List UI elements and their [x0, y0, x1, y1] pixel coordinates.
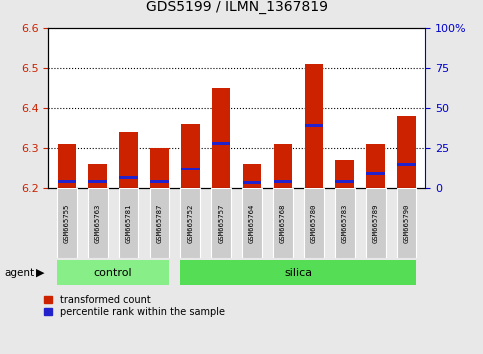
Text: GSM665764: GSM665764	[249, 203, 255, 243]
Bar	[88, 164, 107, 188]
Bar	[150, 148, 169, 188]
FancyBboxPatch shape	[366, 188, 385, 258]
Text: GSM665787: GSM665787	[156, 203, 162, 243]
Bar	[274, 144, 292, 188]
Text: GSM665763: GSM665763	[95, 203, 101, 243]
Bar	[57, 144, 76, 188]
Bar	[305, 125, 323, 127]
Text: GDS5199 / ILMN_1367819: GDS5199 / ILMN_1367819	[146, 0, 327, 14]
FancyBboxPatch shape	[57, 260, 170, 285]
FancyBboxPatch shape	[181, 260, 416, 285]
Text: ▶: ▶	[36, 268, 45, 278]
Bar	[243, 164, 261, 188]
Bar	[305, 64, 323, 188]
Bar	[88, 180, 107, 183]
FancyBboxPatch shape	[57, 188, 77, 258]
Text: GSM665757: GSM665757	[218, 203, 224, 243]
Text: GSM665790: GSM665790	[403, 203, 410, 243]
FancyBboxPatch shape	[150, 188, 170, 258]
Bar	[119, 176, 138, 179]
Bar	[367, 144, 385, 188]
Bar	[150, 180, 169, 183]
FancyBboxPatch shape	[242, 188, 262, 258]
Bar	[181, 167, 199, 170]
Text: GSM665755: GSM665755	[64, 203, 70, 243]
Text: control: control	[94, 268, 132, 278]
Bar	[243, 182, 261, 184]
Bar	[397, 116, 416, 188]
FancyBboxPatch shape	[119, 188, 139, 258]
Bar	[397, 163, 416, 166]
Bar	[336, 180, 354, 183]
Text: agent: agent	[5, 268, 35, 278]
Text: silica: silica	[284, 268, 313, 278]
FancyBboxPatch shape	[273, 188, 293, 258]
FancyBboxPatch shape	[212, 188, 231, 258]
FancyBboxPatch shape	[304, 188, 324, 258]
FancyBboxPatch shape	[335, 188, 355, 258]
Legend: transformed count, percentile rank within the sample: transformed count, percentile rank withi…	[43, 295, 225, 317]
Bar	[367, 172, 385, 175]
Text: GSM665783: GSM665783	[342, 203, 348, 243]
Bar	[119, 132, 138, 188]
Bar	[212, 88, 230, 188]
Bar	[212, 142, 230, 145]
Text: GSM665768: GSM665768	[280, 203, 286, 243]
FancyBboxPatch shape	[397, 188, 416, 258]
Bar	[181, 124, 199, 188]
Text: GSM665752: GSM665752	[187, 203, 193, 243]
Bar	[336, 160, 354, 188]
Text: GSM665781: GSM665781	[126, 203, 131, 243]
Bar	[274, 180, 292, 183]
Bar	[57, 180, 76, 183]
FancyBboxPatch shape	[88, 188, 108, 258]
FancyBboxPatch shape	[181, 188, 200, 258]
Text: GSM665789: GSM665789	[372, 203, 379, 243]
Text: GSM665780: GSM665780	[311, 203, 317, 243]
